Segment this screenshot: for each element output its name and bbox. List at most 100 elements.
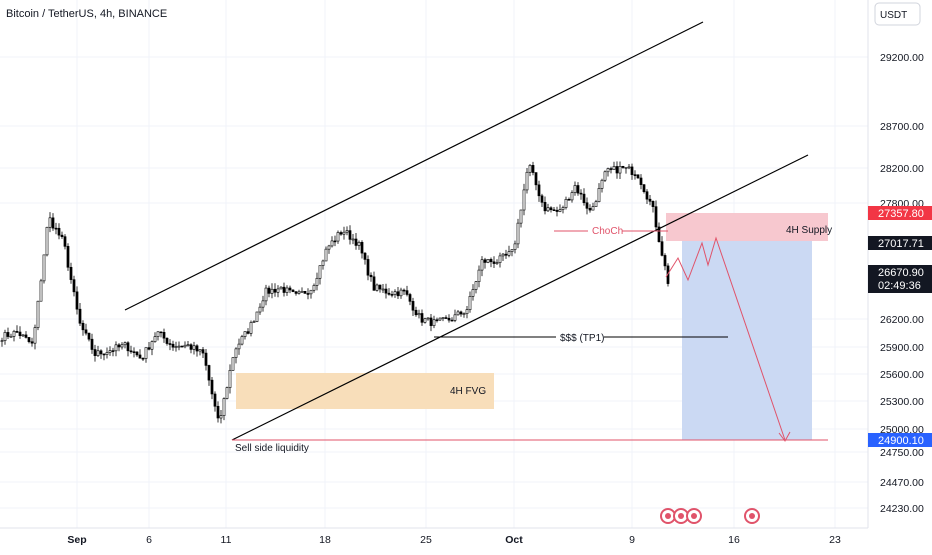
us-flag-icon[interactable]	[686, 508, 702, 524]
candle-body	[99, 350, 103, 355]
candle-body	[606, 168, 610, 173]
candle-body	[537, 184, 541, 197]
candle-body	[36, 300, 40, 328]
time-tick-label: 18	[319, 534, 331, 546]
candle-body	[255, 311, 259, 322]
fvg-zone[interactable]	[236, 373, 494, 409]
candle-body	[243, 331, 247, 337]
candle-body	[216, 405, 220, 419]
price-tick-label: 25300.00	[880, 396, 924, 408]
candle-body	[252, 321, 256, 323]
last-price-tag-text: 26670.90	[878, 267, 924, 279]
candle-body	[87, 332, 91, 340]
candle-body	[63, 236, 67, 247]
candle-body	[291, 289, 295, 292]
candle-body	[39, 280, 43, 302]
candle-body	[609, 168, 613, 170]
price-tick-label: 28700.00	[880, 121, 924, 133]
candle-body	[18, 331, 22, 336]
time-tick-label: Oct	[505, 534, 523, 546]
candle-body	[366, 259, 370, 276]
currency-button[interactable]	[874, 2, 921, 26]
candle-body	[525, 171, 529, 191]
projection-path[interactable]	[665, 236, 786, 441]
candle-body	[588, 208, 592, 211]
candle-body	[507, 251, 511, 256]
candle-body	[240, 336, 244, 345]
candle-body	[180, 345, 184, 348]
candle-body	[177, 345, 181, 348]
candle-body	[372, 276, 376, 291]
choch-label-bg	[588, 225, 622, 237]
candle-body	[348, 230, 352, 240]
us-flag-icon[interactable]	[673, 508, 689, 524]
candle-body	[336, 232, 340, 242]
candle-body	[393, 291, 397, 295]
candle-body	[633, 174, 637, 176]
candle-body	[285, 287, 289, 293]
candle-body	[453, 314, 457, 321]
candle-body	[567, 198, 571, 201]
candle-body	[438, 317, 442, 321]
candle-body	[363, 252, 367, 260]
candle-body	[417, 313, 421, 316]
candle-body	[33, 327, 37, 344]
supply-zone[interactable]	[666, 213, 828, 241]
candle-body	[426, 317, 430, 320]
candle-body	[237, 343, 241, 350]
event-flags[interactable]	[660, 508, 760, 524]
candle-body	[234, 348, 238, 358]
candle-body	[591, 206, 595, 211]
us-flag-icon[interactable]	[744, 508, 760, 524]
candle-body	[600, 179, 604, 189]
candle-body	[114, 344, 118, 352]
candle-body	[321, 260, 325, 266]
candle-body	[27, 337, 31, 343]
candle-body	[162, 332, 166, 339]
candle-body	[144, 347, 148, 359]
price-tick-label: 28200.00	[880, 163, 924, 175]
channel-upper-line[interactable]	[124, 21, 704, 311]
candle-body	[465, 309, 469, 314]
candle-body	[405, 290, 409, 295]
time-tick-group: Sep 6 11 18 25 Oct 9 16 23	[67, 534, 841, 546]
candle-body	[354, 238, 358, 246]
candle-body	[513, 243, 517, 250]
candle-body	[312, 285, 316, 291]
candle-body	[6, 332, 10, 337]
candle-body	[501, 253, 505, 257]
candle-body	[300, 290, 304, 293]
candle-body	[447, 317, 451, 321]
candle-body	[480, 259, 484, 271]
candle-body	[126, 342, 130, 352]
candle-body	[459, 311, 463, 315]
candle-body	[618, 166, 622, 174]
us-flag-icon[interactable]	[660, 508, 676, 524]
candle-body	[246, 331, 250, 334]
candle-body	[225, 387, 229, 399]
candle-body	[42, 254, 46, 282]
supply-top-tag-text: 27357.80	[878, 208, 924, 220]
target-zone[interactable]	[682, 240, 812, 440]
candle-body	[150, 341, 154, 350]
candle-body	[72, 279, 76, 293]
candle-body	[168, 343, 172, 345]
candle-body	[45, 226, 49, 256]
candle-body	[570, 192, 574, 201]
supply-label: 4H Supply	[786, 225, 832, 236]
channel-lower-line[interactable]	[231, 154, 809, 441]
candle-body	[192, 345, 196, 350]
price-tick-label: 24470.00	[880, 477, 924, 489]
candle-body	[540, 195, 544, 203]
candle-body	[546, 207, 550, 212]
symbol-title[interactable]: Bitcoin / TetherUS, 4h, BINANCE	[6, 8, 167, 20]
candle-body	[111, 350, 115, 352]
time-axis[interactable]	[0, 528, 868, 550]
candle-body	[543, 202, 547, 212]
candle-body	[156, 331, 160, 337]
candle-body	[534, 172, 538, 186]
price-tick-label: 26200.00	[880, 314, 924, 326]
last-price-tag	[868, 265, 932, 293]
